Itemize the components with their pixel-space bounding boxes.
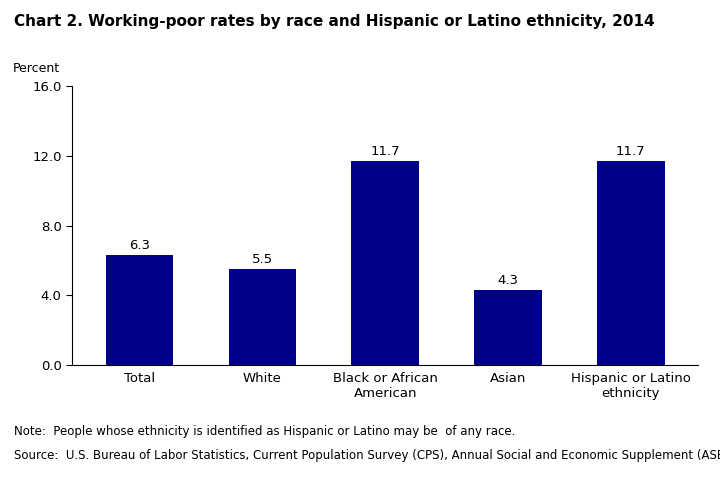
Text: Chart 2. Working-poor rates by race and Hispanic or Latino ethnicity, 2014: Chart 2. Working-poor rates by race and … <box>14 14 655 29</box>
Text: 11.7: 11.7 <box>616 145 646 158</box>
Text: Percent: Percent <box>12 62 60 75</box>
Bar <box>474 290 542 365</box>
Text: 4.3: 4.3 <box>498 274 518 287</box>
Text: Note:  People whose ethnicity is identified as Hispanic or Latino may be  of any: Note: People whose ethnicity is identifi… <box>14 425 516 438</box>
Bar <box>106 255 174 365</box>
Text: 11.7: 11.7 <box>370 145 400 158</box>
Bar <box>597 161 665 365</box>
Text: 5.5: 5.5 <box>252 253 273 266</box>
Bar <box>351 161 419 365</box>
Text: Source:  U.S. Bureau of Labor Statistics, Current Population Survey (CPS), Annua: Source: U.S. Bureau of Labor Statistics,… <box>14 449 720 462</box>
Text: 6.3: 6.3 <box>129 239 150 252</box>
Bar <box>229 269 296 365</box>
